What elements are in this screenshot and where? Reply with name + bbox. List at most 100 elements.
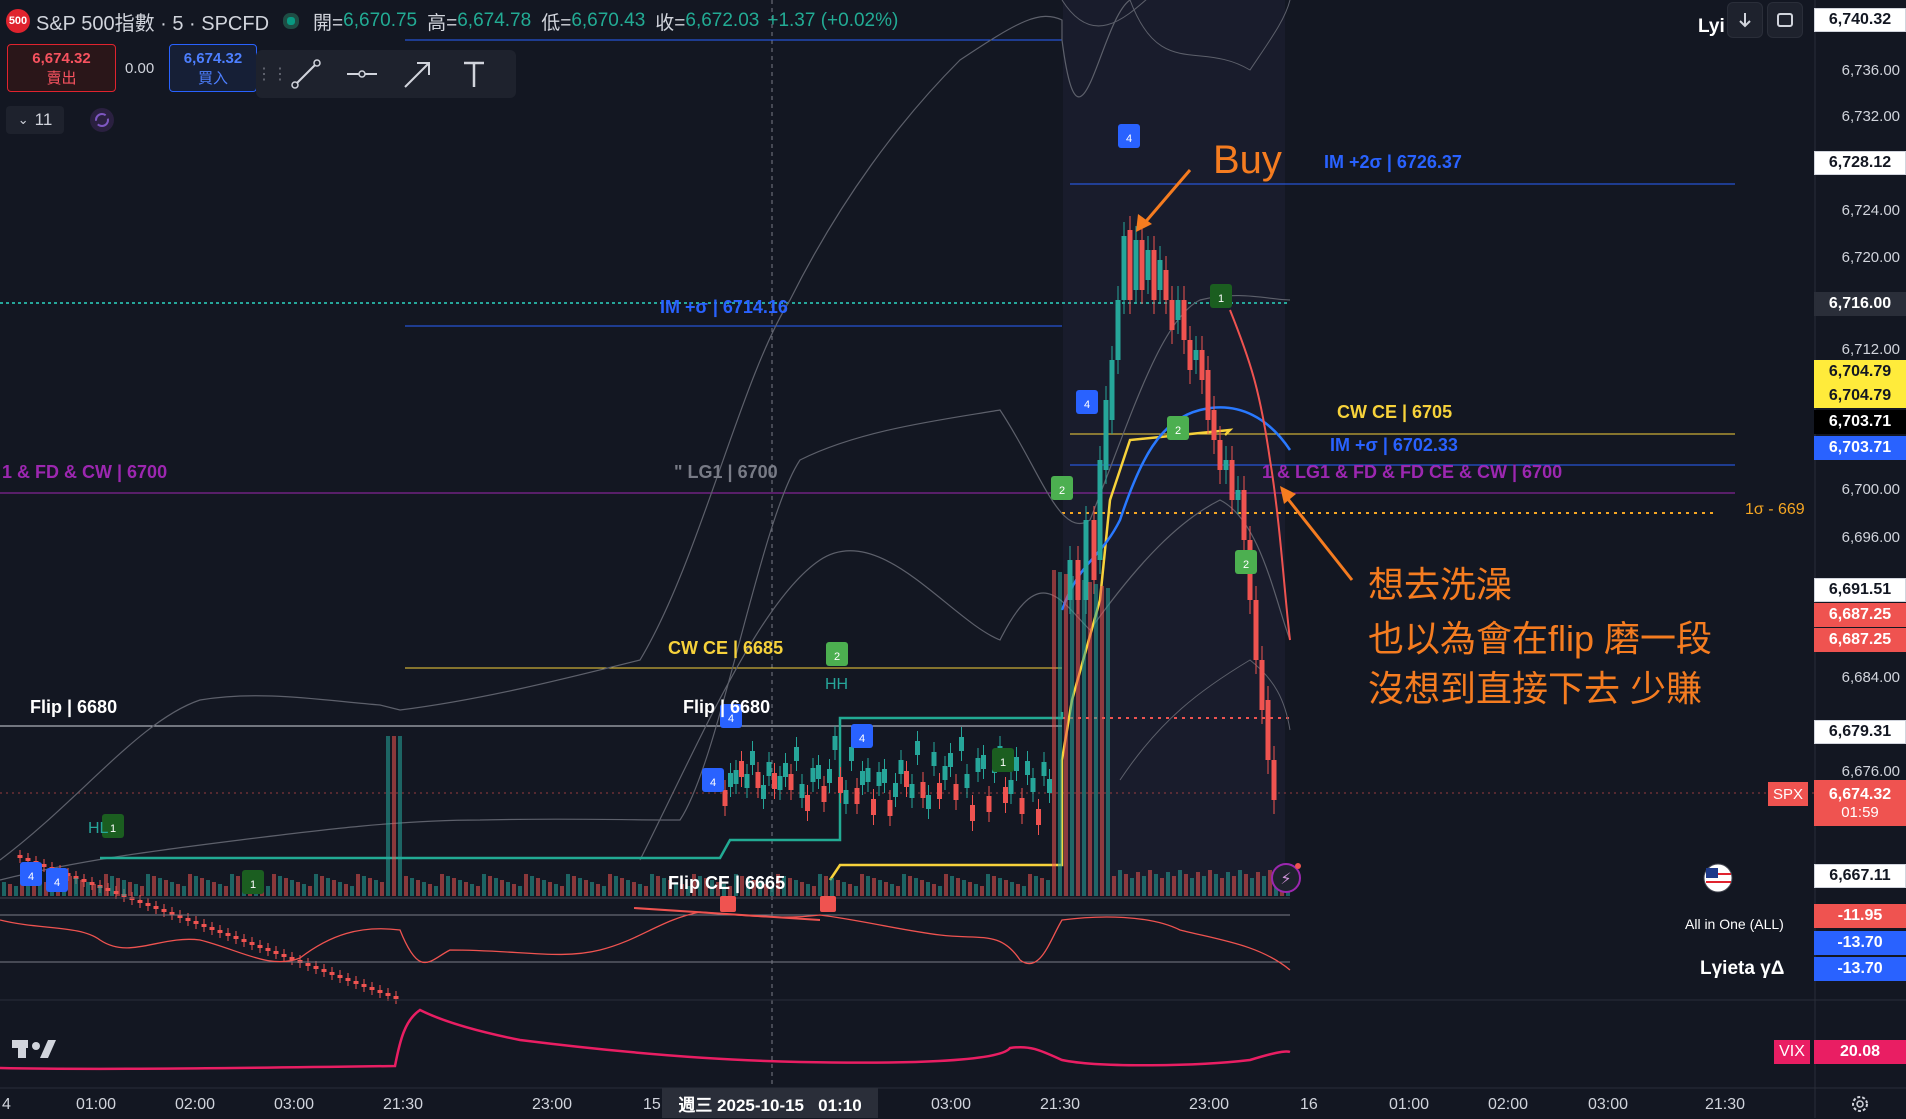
volume-bar (236, 876, 240, 896)
scroll-down-button[interactable] (1727, 2, 1763, 38)
volume-bar (1034, 876, 1038, 896)
candle-body (41, 864, 47, 867)
price-tag-6703b: 6,703.71 (1814, 436, 1906, 460)
label-im-s-top[interactable]: IM +σ | 6714.16 (660, 297, 788, 317)
drawing-toolbar[interactable]: ⋮⋮ (256, 50, 516, 98)
settings-gear-icon[interactable] (1850, 1094, 1870, 1114)
label-sigma-minus[interactable]: 1σ - 669 (1745, 501, 1805, 518)
candle-body (893, 783, 898, 797)
volume-bar (908, 876, 912, 896)
arrow-tool[interactable] (390, 50, 446, 98)
volume-bar (422, 882, 426, 896)
candle-body (353, 981, 359, 984)
label-im-2s[interactable]: IM +2σ | 6726.37 (1324, 152, 1462, 172)
volume-bar (350, 886, 354, 896)
volume-bar (1046, 880, 1050, 896)
low-label: 低= (541, 12, 572, 34)
volume-bar (476, 886, 480, 896)
volume-bar (170, 882, 174, 896)
candle-body (1109, 360, 1115, 420)
label-cw-ce-6705[interactable]: CW CE | 6705 (1337, 402, 1453, 422)
candle-body (1025, 761, 1030, 775)
label-im-6702[interactable]: IM +σ | 6702.33 (1330, 435, 1458, 455)
drag-handle-icon[interactable]: ⋮⋮ (256, 66, 288, 83)
osc-value-3: -13.70 (1814, 957, 1906, 981)
volume-bar (524, 874, 528, 896)
candle-body (177, 915, 183, 918)
fullscreen-icon (1777, 13, 1793, 27)
note-line-2[interactable]: 也以為會在flip 磨一段 (1368, 618, 1713, 659)
trend-line-tool[interactable] (278, 50, 334, 98)
volume-bar (230, 874, 234, 896)
volume-bar (776, 874, 780, 896)
candle-body (1235, 490, 1241, 500)
volume-bar (686, 886, 690, 896)
volume-bar (1268, 870, 1272, 896)
fullscreen-button[interactable] (1767, 2, 1803, 38)
text-tool[interactable] (446, 50, 502, 98)
volume-bar (8, 884, 12, 896)
spx-symbol-tag[interactable]: SPX (1768, 782, 1808, 806)
spx-price-tag: 6,674.32 01:59 (1814, 780, 1906, 826)
volume-bar (74, 878, 78, 896)
time-tick: 03:00 (274, 1096, 315, 1113)
symbol-legend[interactable]: 500 S&P 500指數 · 5 · SPCFD 開= 6,670.75 高= 6… (6, 8, 906, 35)
open-value: 6,670.75 (343, 10, 418, 31)
volume-bar (716, 882, 720, 896)
volume-bar (980, 886, 984, 896)
label-flip-ce[interactable]: Flip CE | 6665 (668, 873, 786, 893)
volume-bar (326, 878, 330, 896)
buy-button[interactable]: 6,674.32 買入 (169, 44, 257, 92)
candle-body (882, 769, 887, 783)
svg-text:1: 1 (1000, 757, 1006, 769)
candle-body (909, 784, 915, 798)
volume-bar (224, 886, 228, 896)
horizontal-ray-tool[interactable] (334, 50, 390, 98)
label-6700-right[interactable]: 1 & LG1 & FD & FD CE & CW | 6700 (1262, 462, 1563, 482)
label-6700-left[interactable]: 1 & FD & CW | 6700 (2, 462, 168, 482)
volume-bar (764, 884, 768, 896)
label-6700-mid[interactable]: " LG1 | 6700 (674, 462, 778, 482)
indicators-collapse-button[interactable]: ⌄ 11 (6, 106, 64, 134)
volume-bar (380, 882, 384, 896)
candle-body (281, 954, 287, 957)
volume-bar (890, 884, 894, 896)
symbol-title[interactable]: S&P 500指數 · 5 · SPCFD (36, 12, 270, 35)
chevron-down-icon: ⌄ (17, 112, 29, 127)
volume-bar (926, 882, 930, 896)
candle-body (1205, 370, 1211, 420)
volume-bar (986, 874, 990, 896)
volume-bar (1106, 588, 1110, 896)
high-label: 高= (427, 12, 458, 34)
volume-bar (704, 878, 708, 896)
price-tick: 6,736.00 (1841, 62, 1900, 79)
note-line-1[interactable]: 想去洗澡 (1368, 564, 1513, 605)
volume-bar (1232, 876, 1236, 896)
indicators-count: 11 (34, 110, 53, 129)
time-tick: 01:00 (76, 1096, 117, 1113)
candle-body (1133, 240, 1139, 290)
vix-symbol-tag[interactable]: VIX (1774, 1040, 1810, 1064)
label-flip-left[interactable]: Flip | 6680 (30, 697, 118, 717)
volume-bar (854, 886, 858, 896)
label-flip-mid[interactable]: Flip | 6680 (683, 697, 771, 717)
volume-bar (1124, 874, 1128, 896)
sell-button[interactable]: 6,674.32 賣出 (7, 44, 116, 92)
high-value: 6,674.78 (457, 10, 532, 31)
label-cw-ce-6685[interactable]: CW CE | 6685 (668, 638, 784, 658)
price-tag-6716: 6,716.00 (1814, 292, 1906, 316)
osc-value-1: -11.95 (1814, 904, 1906, 928)
volume-bar (836, 880, 840, 896)
sync-button[interactable] (90, 108, 114, 132)
indicator-gamma[interactable]: Lγieta γΔ (1700, 958, 1785, 979)
note-line-3[interactable]: 沒想到直接下去 少賺 (1368, 668, 1703, 709)
volume-bar (1196, 872, 1200, 896)
indicator-all-in-one[interactable]: All in One (ALL) (1685, 916, 1784, 932)
volume-bar (428, 884, 432, 896)
note-buy[interactable]: Buy (1213, 138, 1282, 182)
volume-bar (698, 876, 702, 896)
bar-countdown: 01:59 (1841, 803, 1879, 821)
candle-body (1103, 400, 1109, 470)
volume-bar (554, 884, 558, 896)
